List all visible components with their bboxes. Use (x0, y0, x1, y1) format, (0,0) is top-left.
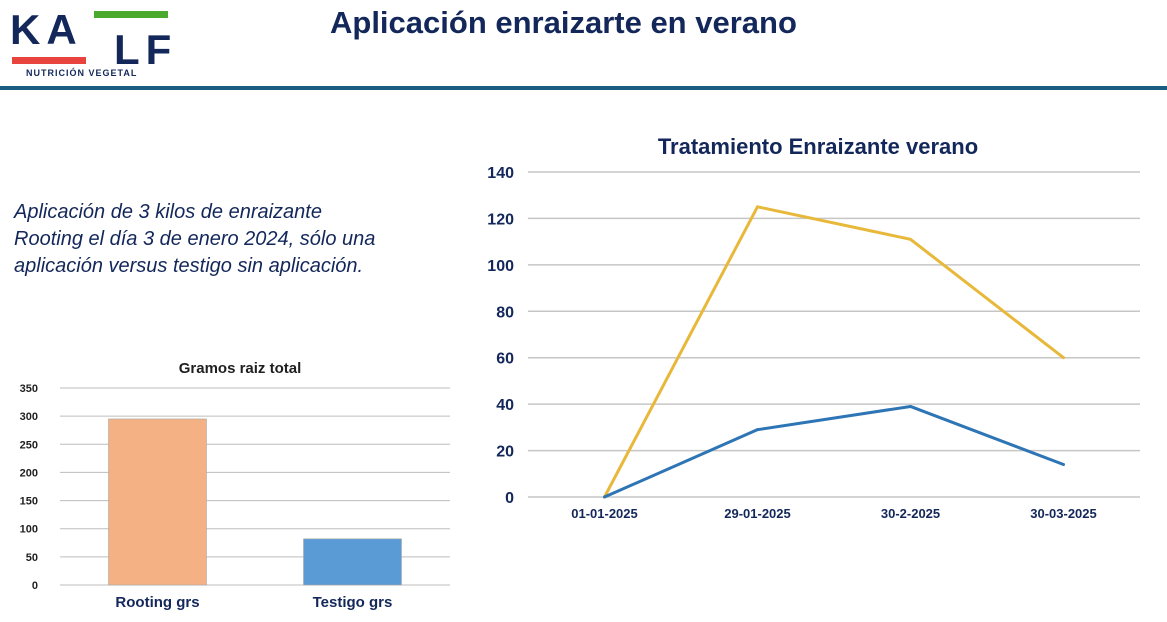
logo-tagline: NUTRICIÓN VEGETAL (26, 67, 137, 78)
bar-y-tick-label: 350 (20, 383, 38, 395)
bar-chart: Gramos raiz total 0 50 100 150 200 250 300 350 Ro… (20, 360, 450, 611)
line-point-series-2 (756, 428, 759, 432)
bar-y-tick-label: 300 (20, 411, 38, 423)
line-series-1 (603, 205, 1065, 498)
line-x-tick-label: 29-01-2025 (724, 506, 791, 521)
line-y-tick-label: 120 (487, 211, 514, 228)
line-point-series-2 (603, 495, 606, 499)
line-y-tick-label: 60 (496, 351, 514, 368)
line-y-tick-label: 100 (487, 258, 514, 275)
bar-y-tick-label: 250 (20, 439, 38, 451)
kalf-logo: KA LF NUTRICIÓN VEGETAL (10, 6, 177, 78)
line-series-2 (603, 404, 1065, 499)
line-chart-title: Tratamiento Enraizante verano (658, 134, 978, 159)
logo-red-bar (12, 57, 86, 64)
line-x-tick-label: 01-01-2025 (571, 506, 638, 521)
logo-green-bar (94, 11, 168, 18)
line-point-series-2 (909, 404, 912, 408)
bar-testigo (303, 538, 402, 586)
description-text: Aplicación de 3 kilos de enraizante Root… (14, 201, 376, 277)
bar-rooting (108, 418, 207, 586)
line-y-tick-label: 40 (496, 397, 514, 414)
bar-x-tick-label: Rooting grs (115, 594, 199, 611)
line-point-series-1 (1062, 356, 1065, 360)
line-x-tick-label: 30-2-2025 (881, 506, 940, 521)
bar-y-tick-label: 50 (26, 552, 38, 564)
line-point-series-1 (909, 237, 912, 241)
line-x-tick-label: 30-03-2025 (1030, 506, 1097, 521)
bar-y-tick-label: 100 (20, 524, 38, 536)
bar-y-tick-label: 200 (20, 467, 38, 479)
line-point-series-1 (756, 205, 759, 209)
bar-x-tick-label: Testigo grs (313, 594, 393, 611)
line-y-tick-label: 20 (496, 444, 514, 461)
header-divider (0, 86, 1167, 90)
page-title: Aplicación enraizarte en verano (330, 5, 797, 40)
line-point-series-2 (1062, 463, 1065, 466)
line-y-tick-label: 0 (505, 490, 514, 507)
logo-letters-lf: LF (114, 26, 177, 73)
logo-letters-ka: KA (10, 6, 83, 53)
line-y-tick-label: 140 (487, 165, 514, 182)
bar-y-tick-label: 150 (20, 496, 38, 508)
bar-y-tick-label: 0 (32, 580, 38, 592)
line-chart: Tratamiento Enraizante verano 0 20 40 60 80 10… (487, 134, 1140, 521)
bar-chart-title: Gramos raiz total (179, 360, 302, 377)
line-y-tick-label: 80 (496, 304, 514, 321)
